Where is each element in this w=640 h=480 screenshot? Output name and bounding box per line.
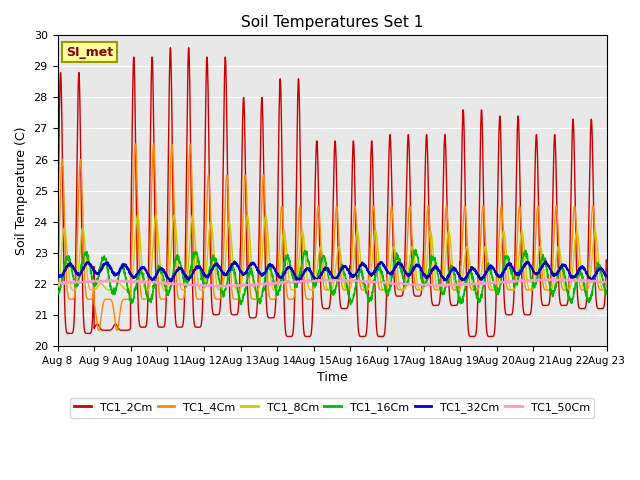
Title: Soil Temperatures Set 1: Soil Temperatures Set 1 [241, 15, 423, 30]
TC1_16Cm [602, 291, 610, 297]
TC1_4Cm [570, 211, 577, 216]
Legend: TC1_2Cm, TC1_4Cm, TC1_8Cm, TC1_16Cm, TC1_32Cm, TC1_50Cm: TC1_2Cm, TC1_4Cm, TC1_8Cm, TC1_16Cm, TC1… [70, 398, 594, 418]
TC1_8Cm [134, 213, 141, 218]
Line: TC1_8Cm: TC1_8Cm [58, 216, 606, 290]
TC1_8Cm [106, 287, 114, 293]
TC1_50Cm [54, 282, 61, 288]
TC1_16Cm [492, 288, 500, 294]
TC1_50Cm [207, 282, 214, 288]
TC1_4Cm [95, 327, 102, 333]
TC1_4Cm [54, 279, 61, 285]
TC1_4Cm [131, 141, 139, 147]
Line: TC1_4Cm: TC1_4Cm [58, 144, 606, 330]
TC1_4Cm [360, 287, 368, 293]
TC1_32Cm [207, 269, 214, 275]
TC1_4Cm [492, 284, 500, 290]
TC1_32Cm [492, 269, 499, 275]
TC1_32Cm [570, 275, 577, 280]
TC1_16Cm [360, 278, 367, 284]
Line: TC1_32Cm: TC1_32Cm [58, 261, 606, 281]
TC1_32Cm [542, 258, 550, 264]
TC1_8Cm [360, 286, 368, 291]
TC1_50Cm [602, 278, 610, 284]
Y-axis label: Soil Temperature (C): Soil Temperature (C) [15, 126, 28, 255]
TC1_4Cm [348, 246, 356, 252]
TC1_2Cm [285, 334, 293, 339]
TC1_4Cm [602, 279, 610, 285]
X-axis label: Time: Time [317, 371, 348, 384]
TC1_2Cm [54, 248, 61, 254]
Text: SI_met: SI_met [66, 46, 113, 59]
TC1_8Cm [570, 257, 577, 263]
TC1_16Cm [412, 247, 420, 253]
Line: TC1_2Cm: TC1_2Cm [58, 48, 606, 336]
TC1_2Cm [602, 257, 610, 263]
TC1_4Cm [207, 228, 215, 233]
TC1_2Cm [554, 268, 562, 274]
TC1_32Cm [602, 274, 610, 279]
TC1_2Cm [166, 45, 174, 50]
Line: TC1_16Cm: TC1_16Cm [58, 250, 606, 304]
TC1_8Cm [554, 244, 562, 250]
TC1_50Cm [570, 277, 577, 283]
TC1_16Cm [570, 293, 577, 299]
TC1_50Cm [554, 277, 562, 283]
TC1_16Cm [348, 299, 356, 304]
TC1_8Cm [207, 219, 215, 225]
TC1_2Cm [570, 122, 577, 128]
TC1_16Cm [554, 272, 562, 278]
TC1_2Cm [207, 271, 214, 277]
TC1_32Cm [360, 262, 367, 268]
Line: TC1_50Cm: TC1_50Cm [58, 278, 606, 288]
TC1_8Cm [492, 287, 500, 293]
TC1_8Cm [602, 286, 610, 292]
TC1_4Cm [554, 229, 562, 235]
TC1_8Cm [348, 277, 356, 283]
TC1_8Cm [54, 286, 61, 291]
TC1_32Cm [166, 278, 173, 284]
TC1_50Cm [492, 278, 499, 284]
TC1_16Cm [54, 292, 61, 298]
TC1_2Cm [348, 172, 356, 178]
TC1_32Cm [348, 273, 356, 279]
TC1_50Cm [348, 278, 356, 284]
TC1_50Cm [210, 285, 218, 290]
TC1_2Cm [492, 307, 500, 312]
TC1_50Cm [360, 278, 367, 284]
TC1_32Cm [54, 272, 61, 278]
TC1_50Cm [541, 276, 548, 281]
TC1_2Cm [360, 334, 368, 339]
TC1_32Cm [554, 268, 562, 274]
TC1_16Cm [237, 301, 245, 307]
TC1_16Cm [207, 264, 214, 269]
